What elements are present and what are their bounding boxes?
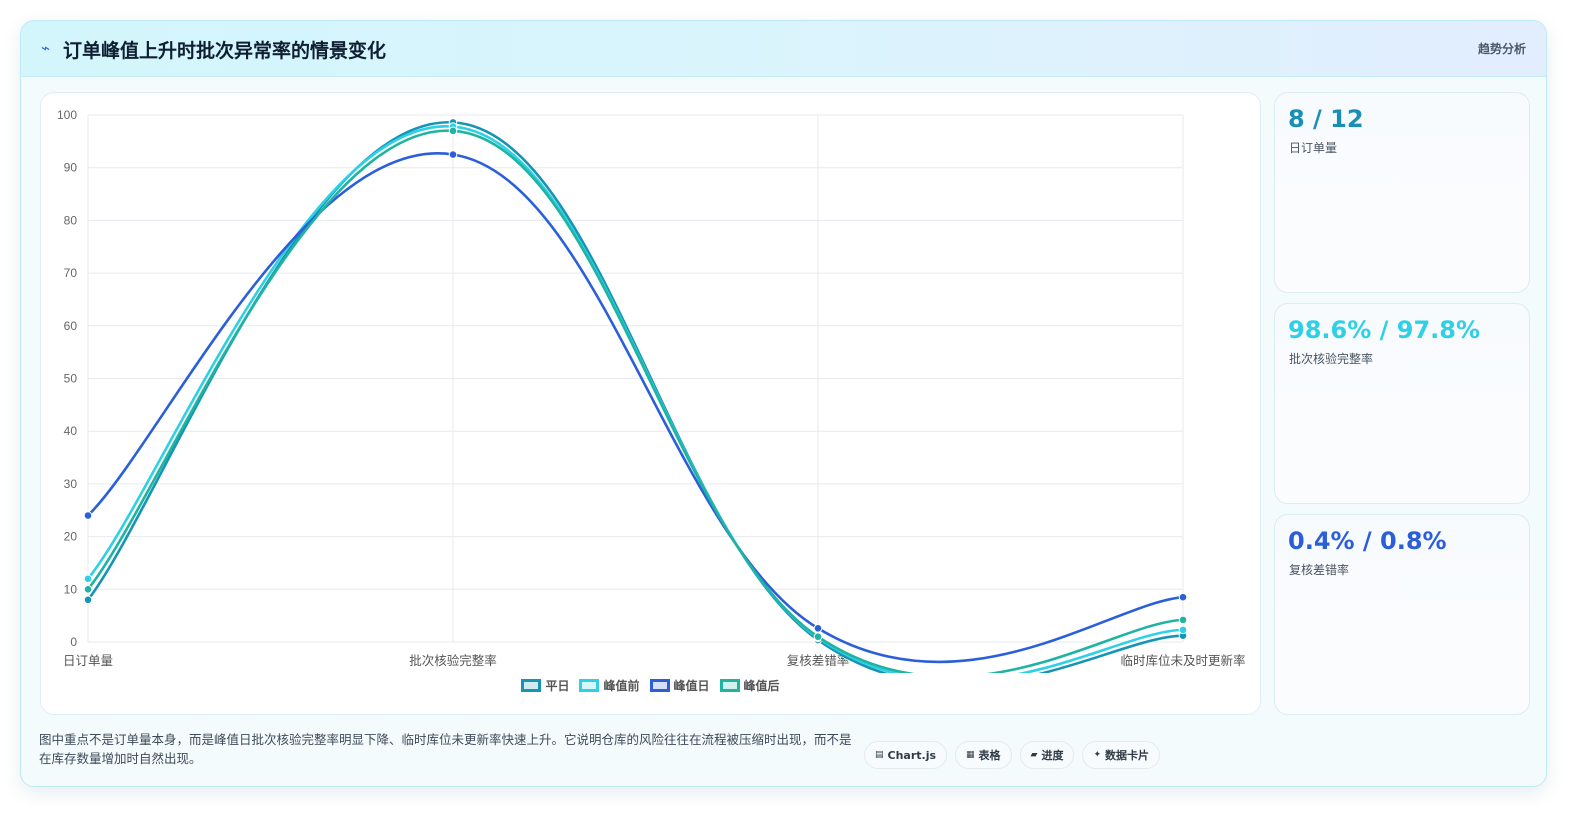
chip-data-card[interactable]: ✦ 数据卡片 bbox=[1082, 741, 1161, 769]
legend-item[interactable]: 峰值日 bbox=[649, 677, 710, 694]
card-header: ⌁ 订单峰值上升时批次异常率的情景变化 趋势分析 bbox=[21, 21, 1546, 77]
line-chart: 0 10 20 30 40 50 60 70 80 90 100 日订单量 批次核验完整率 复核差错率 临时… bbox=[40, 92, 1261, 715]
data-point bbox=[83, 511, 93, 520]
card-title: 订单峰值上升时批次异常率的情景变化 bbox=[63, 40, 387, 62]
series-line bbox=[86, 125, 1184, 673]
bolt-icon: ⌁ bbox=[41, 39, 51, 57]
series-line bbox=[86, 129, 1184, 673]
series-line bbox=[86, 121, 1184, 673]
data-point bbox=[1178, 615, 1188, 625]
x-tick-label: 日订单量 bbox=[63, 653, 113, 668]
series-line bbox=[87, 152, 1184, 664]
data-point bbox=[813, 632, 823, 642]
y-tick-label: 0 bbox=[70, 635, 77, 649]
stat-label: 复核差错率 bbox=[1289, 563, 1350, 577]
chart-canvas: 0 10 20 30 40 50 60 70 80 90 100 日订单量 批次核验完整率 复核差错率 临时… bbox=[57, 108, 1246, 673]
chip-progress[interactable]: ▰ 进度 bbox=[1019, 741, 1075, 769]
y-tick-label: 30 bbox=[64, 477, 78, 491]
y-tick-label: 20 bbox=[64, 530, 78, 544]
chip-label: 数据卡片 bbox=[1105, 749, 1150, 762]
chip-label: 表格 bbox=[978, 749, 1001, 762]
stat-value: 8 / 12 bbox=[1288, 105, 1364, 133]
stat-card-orders: 8 / 12 日订单量 bbox=[1274, 92, 1530, 293]
chip-label: Chart.js bbox=[887, 748, 937, 762]
table-icon: ▦ bbox=[966, 750, 975, 760]
data-point bbox=[448, 126, 458, 136]
data-point bbox=[83, 574, 93, 584]
stat-card-error-rate: 0.4% / 0.8% 复核差错率 bbox=[1274, 514, 1530, 715]
y-tick-label: 50 bbox=[64, 372, 78, 386]
tech-chips: ▤ Chart.js ▦ 表格 ▰ 进度 ✦ 数据卡片 bbox=[864, 741, 1161, 769]
legend-item[interactable]: 平日 bbox=[521, 677, 569, 694]
y-tick-label: 80 bbox=[64, 213, 78, 227]
card-icon: ✦ bbox=[1093, 750, 1102, 760]
chart-footnote: 图中重点不是订单量本身，而是峰值日批次核验完整率明显下降、临时库位未更新率快速上… bbox=[39, 732, 852, 766]
chip-label: 进度 bbox=[1041, 749, 1064, 762]
data-point bbox=[448, 150, 458, 159]
legend-item[interactable]: 峰值后 bbox=[719, 677, 780, 694]
legend-label: 平日 bbox=[545, 679, 570, 693]
legend-swatch bbox=[579, 679, 600, 692]
chip-chartjs[interactable]: ▤ Chart.js bbox=[864, 741, 948, 769]
legend-swatch bbox=[719, 679, 740, 692]
data-point bbox=[1178, 625, 1188, 635]
y-tick-label: 70 bbox=[64, 266, 78, 280]
stat-value: 98.6% / 97.8% bbox=[1288, 316, 1480, 344]
y-tick-label: 10 bbox=[64, 582, 78, 596]
stat-card-verification: 98.6% / 97.8% 批次核验完整率 bbox=[1274, 303, 1530, 504]
y-tick-label: 100 bbox=[57, 108, 77, 122]
data-point bbox=[1178, 592, 1188, 602]
chip-table[interactable]: ▦ 表格 bbox=[955, 741, 1012, 769]
y-tick-label: 40 bbox=[64, 424, 78, 438]
legend-item[interactable]: 峰值前 bbox=[579, 677, 640, 694]
trend-card: ⌁ 订单峰值上升时批次异常率的情景变化 趋势分析 0 10 20 30 40 50 60 70… bbox=[20, 20, 1547, 787]
progress-icon: ▰ bbox=[1030, 750, 1038, 760]
legend-swatch bbox=[521, 679, 542, 692]
data-point bbox=[813, 623, 823, 633]
stat-label: 日订单量 bbox=[1289, 141, 1338, 155]
data-point bbox=[83, 585, 93, 594]
legend-label: 峰值前 bbox=[603, 679, 640, 693]
chart-icon: ▤ bbox=[875, 750, 884, 760]
legend-label: 峰值后 bbox=[743, 679, 780, 693]
chart-legend: 平日 峰值前 峰值日 峰值后 bbox=[41, 677, 1260, 694]
stat-value: 0.4% / 0.8% bbox=[1288, 527, 1447, 555]
x-tick-label: 复核差错率 bbox=[787, 653, 850, 668]
legend-label: 峰值日 bbox=[673, 679, 710, 693]
x-tick-label: 批次核验完整率 bbox=[409, 653, 497, 668]
trend-analysis-tag: 趋势分析 bbox=[1477, 42, 1526, 56]
stat-label: 批次核验完整率 bbox=[1289, 352, 1374, 366]
y-tick-label: 60 bbox=[64, 319, 78, 333]
legend-swatch bbox=[649, 679, 670, 692]
data-point bbox=[83, 595, 93, 605]
x-tick-label: 临时库位未及时更新率 bbox=[1120, 653, 1245, 668]
y-tick-label: 90 bbox=[64, 161, 78, 175]
